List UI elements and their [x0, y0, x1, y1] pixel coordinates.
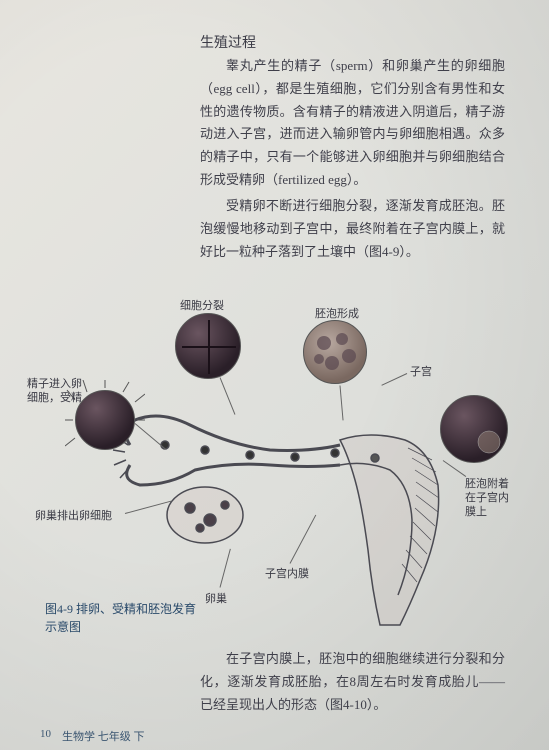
cell-blastocyst [303, 320, 367, 384]
paragraph-2: 受精卵不断进行细胞分裂，逐渐发育成胚泡。胚泡缓慢地移动到子宫中，最终附着在子宫内… [200, 195, 505, 263]
label-blastocyst: 胚泡形成 [315, 305, 359, 321]
label-ovary-egg: 卵巢排出卵细胞 [35, 507, 112, 523]
leader-line [381, 373, 407, 386]
label-implant-3: 膜上 [465, 503, 487, 519]
figure-caption-1: 图4-9 排卵、受精和胚泡发育 [45, 600, 196, 618]
figure-4-9: 精子进入卵 细胞，受精 细胞分裂 胚泡形成 子宫 胚泡附着 在子宫内 膜上 卵巢… [45, 295, 510, 635]
section-heading: 生殖过程 [200, 32, 256, 57]
book-title: 生物学 七年级 下 [62, 728, 145, 744]
paragraph-1: 睾丸产生的精子（sperm）和卵巢产生的卵细胞（egg cell），都是生殖细胞… [200, 55, 505, 192]
cell-division [175, 313, 241, 379]
label-ovary: 卵巢 [205, 590, 227, 606]
page-number: 10 [40, 728, 51, 740]
label-fertilization-2: 细胞，受精 [27, 389, 82, 405]
figure-caption-2: 示意图 [45, 618, 81, 636]
paragraph-3: 在子宫内膜上，胚泡中的细胞继续进行分裂和分化，逐渐发育成胚胎，在8周左右时发育成… [200, 648, 505, 716]
label-uterus: 子宫 [410, 363, 432, 379]
label-division: 细胞分裂 [180, 297, 224, 313]
cell-implantation [440, 395, 508, 463]
label-endometrium: 子宫内膜 [265, 565, 309, 581]
